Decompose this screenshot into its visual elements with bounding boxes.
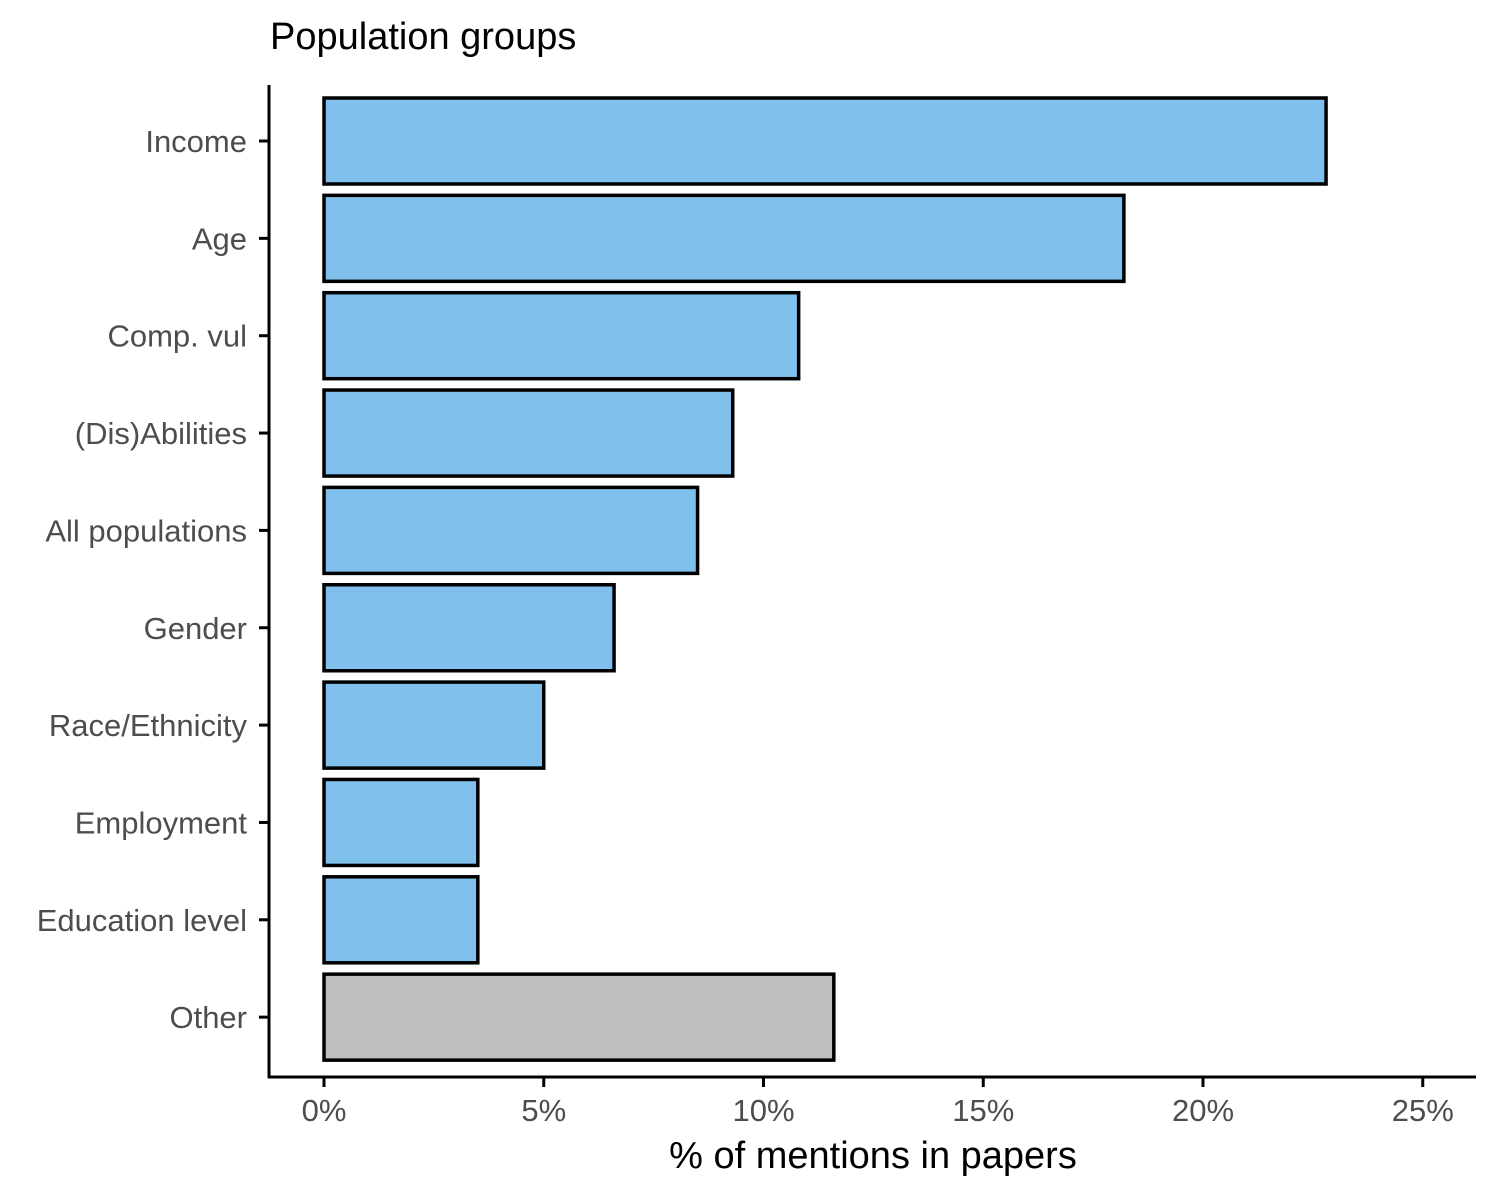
bar-gender: [322, 583, 616, 673]
category-label-education-level: Education level: [37, 903, 247, 938]
bar-race-ethnicity: [322, 680, 546, 770]
bar-education-level: [322, 875, 480, 965]
bar-all-populations: [322, 485, 700, 576]
bar-other: [322, 972, 836, 1062]
category-label-employment: Employment: [75, 805, 248, 840]
category-label-comp-vul: Comp. vul: [107, 319, 247, 354]
x-tick-label: 25%: [1392, 1093, 1454, 1128]
x-tick-label: 10%: [732, 1093, 794, 1128]
category-label-income: Income: [145, 124, 247, 159]
category-label-race-ethnicity: Race/Ethnicity: [49, 708, 248, 743]
category-label-gender: Gender: [144, 611, 247, 646]
bar-comp-vul: [322, 290, 801, 381]
x-axis-title: % of mentions in papers: [669, 1135, 1077, 1177]
bar-income: [322, 96, 1328, 186]
bar-dis-abilities: [322, 388, 735, 478]
x-tick-label: 20%: [1172, 1093, 1234, 1128]
x-tick-label: 15%: [952, 1093, 1014, 1128]
category-labels: Income Age Comp. vul (Dis)Abilities All popu…: [37, 124, 269, 1035]
bar-age: [322, 193, 1126, 284]
bar-employment: [322, 777, 480, 868]
category-label-dis-abilities: (Dis)Abilities: [75, 416, 247, 451]
chart-title: Population groups: [270, 16, 577, 58]
bars-group: [322, 96, 1328, 1062]
x-tick-labels: 0% 5% 10% 15% 20% 25%: [302, 1077, 1454, 1128]
x-tick-label: 5%: [521, 1093, 566, 1128]
category-label-age: Age: [192, 221, 247, 256]
x-tick-label: 0%: [302, 1093, 347, 1128]
category-label-all-populations: All populations: [45, 513, 247, 548]
category-label-other: Other: [169, 1000, 247, 1035]
